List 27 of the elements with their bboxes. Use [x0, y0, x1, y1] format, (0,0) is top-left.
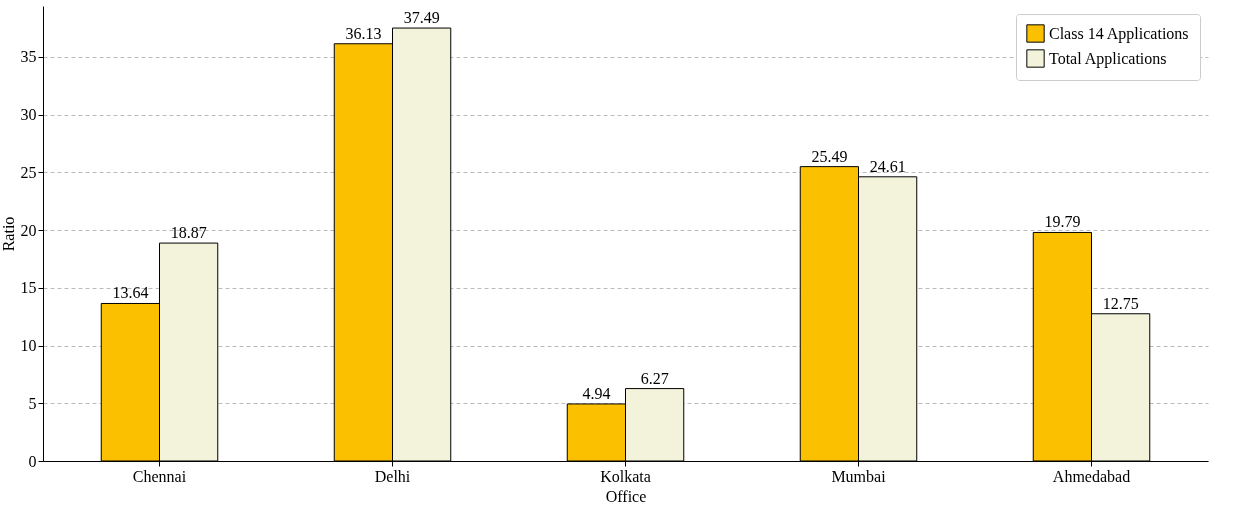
y-tick-label: 5	[28, 394, 37, 412]
data-label: 13.64	[112, 284, 149, 302]
x-axis-title: Office	[605, 487, 647, 505]
y-tick-label: 30	[20, 106, 37, 124]
data-label: 6.27	[640, 369, 669, 387]
y-tick-label: 25	[20, 163, 37, 181]
data-label: 24.61	[869, 157, 906, 175]
legend-label: Total Applications	[1049, 49, 1167, 68]
data-label: 4.94	[582, 384, 611, 402]
y-axis-title: Ratio	[0, 216, 17, 252]
legend-label: Class 14 Applications	[1049, 24, 1189, 43]
y-tick-label: 20	[20, 221, 37, 239]
x-tick-label: Mumbai	[831, 467, 887, 485]
x-tick-label: Ahmedabad	[1052, 467, 1131, 485]
y-tick-label: 10	[20, 337, 37, 355]
data-label: 18.87	[170, 224, 207, 242]
x-tick-label: Delhi	[374, 467, 411, 485]
x-tick-label: Kolkata	[600, 467, 651, 485]
data-label: 19.79	[1044, 213, 1081, 231]
y-tick-label: 35	[20, 48, 37, 66]
y-tick-label: 15	[20, 279, 37, 297]
y-tick-label: 0	[28, 452, 37, 470]
data-label: 25.49	[811, 147, 848, 165]
data-label: 36.13	[345, 24, 382, 42]
x-tick-label: Chennai	[132, 467, 187, 485]
data-label: 37.49	[403, 9, 440, 27]
data-label: 12.75	[1102, 294, 1139, 312]
